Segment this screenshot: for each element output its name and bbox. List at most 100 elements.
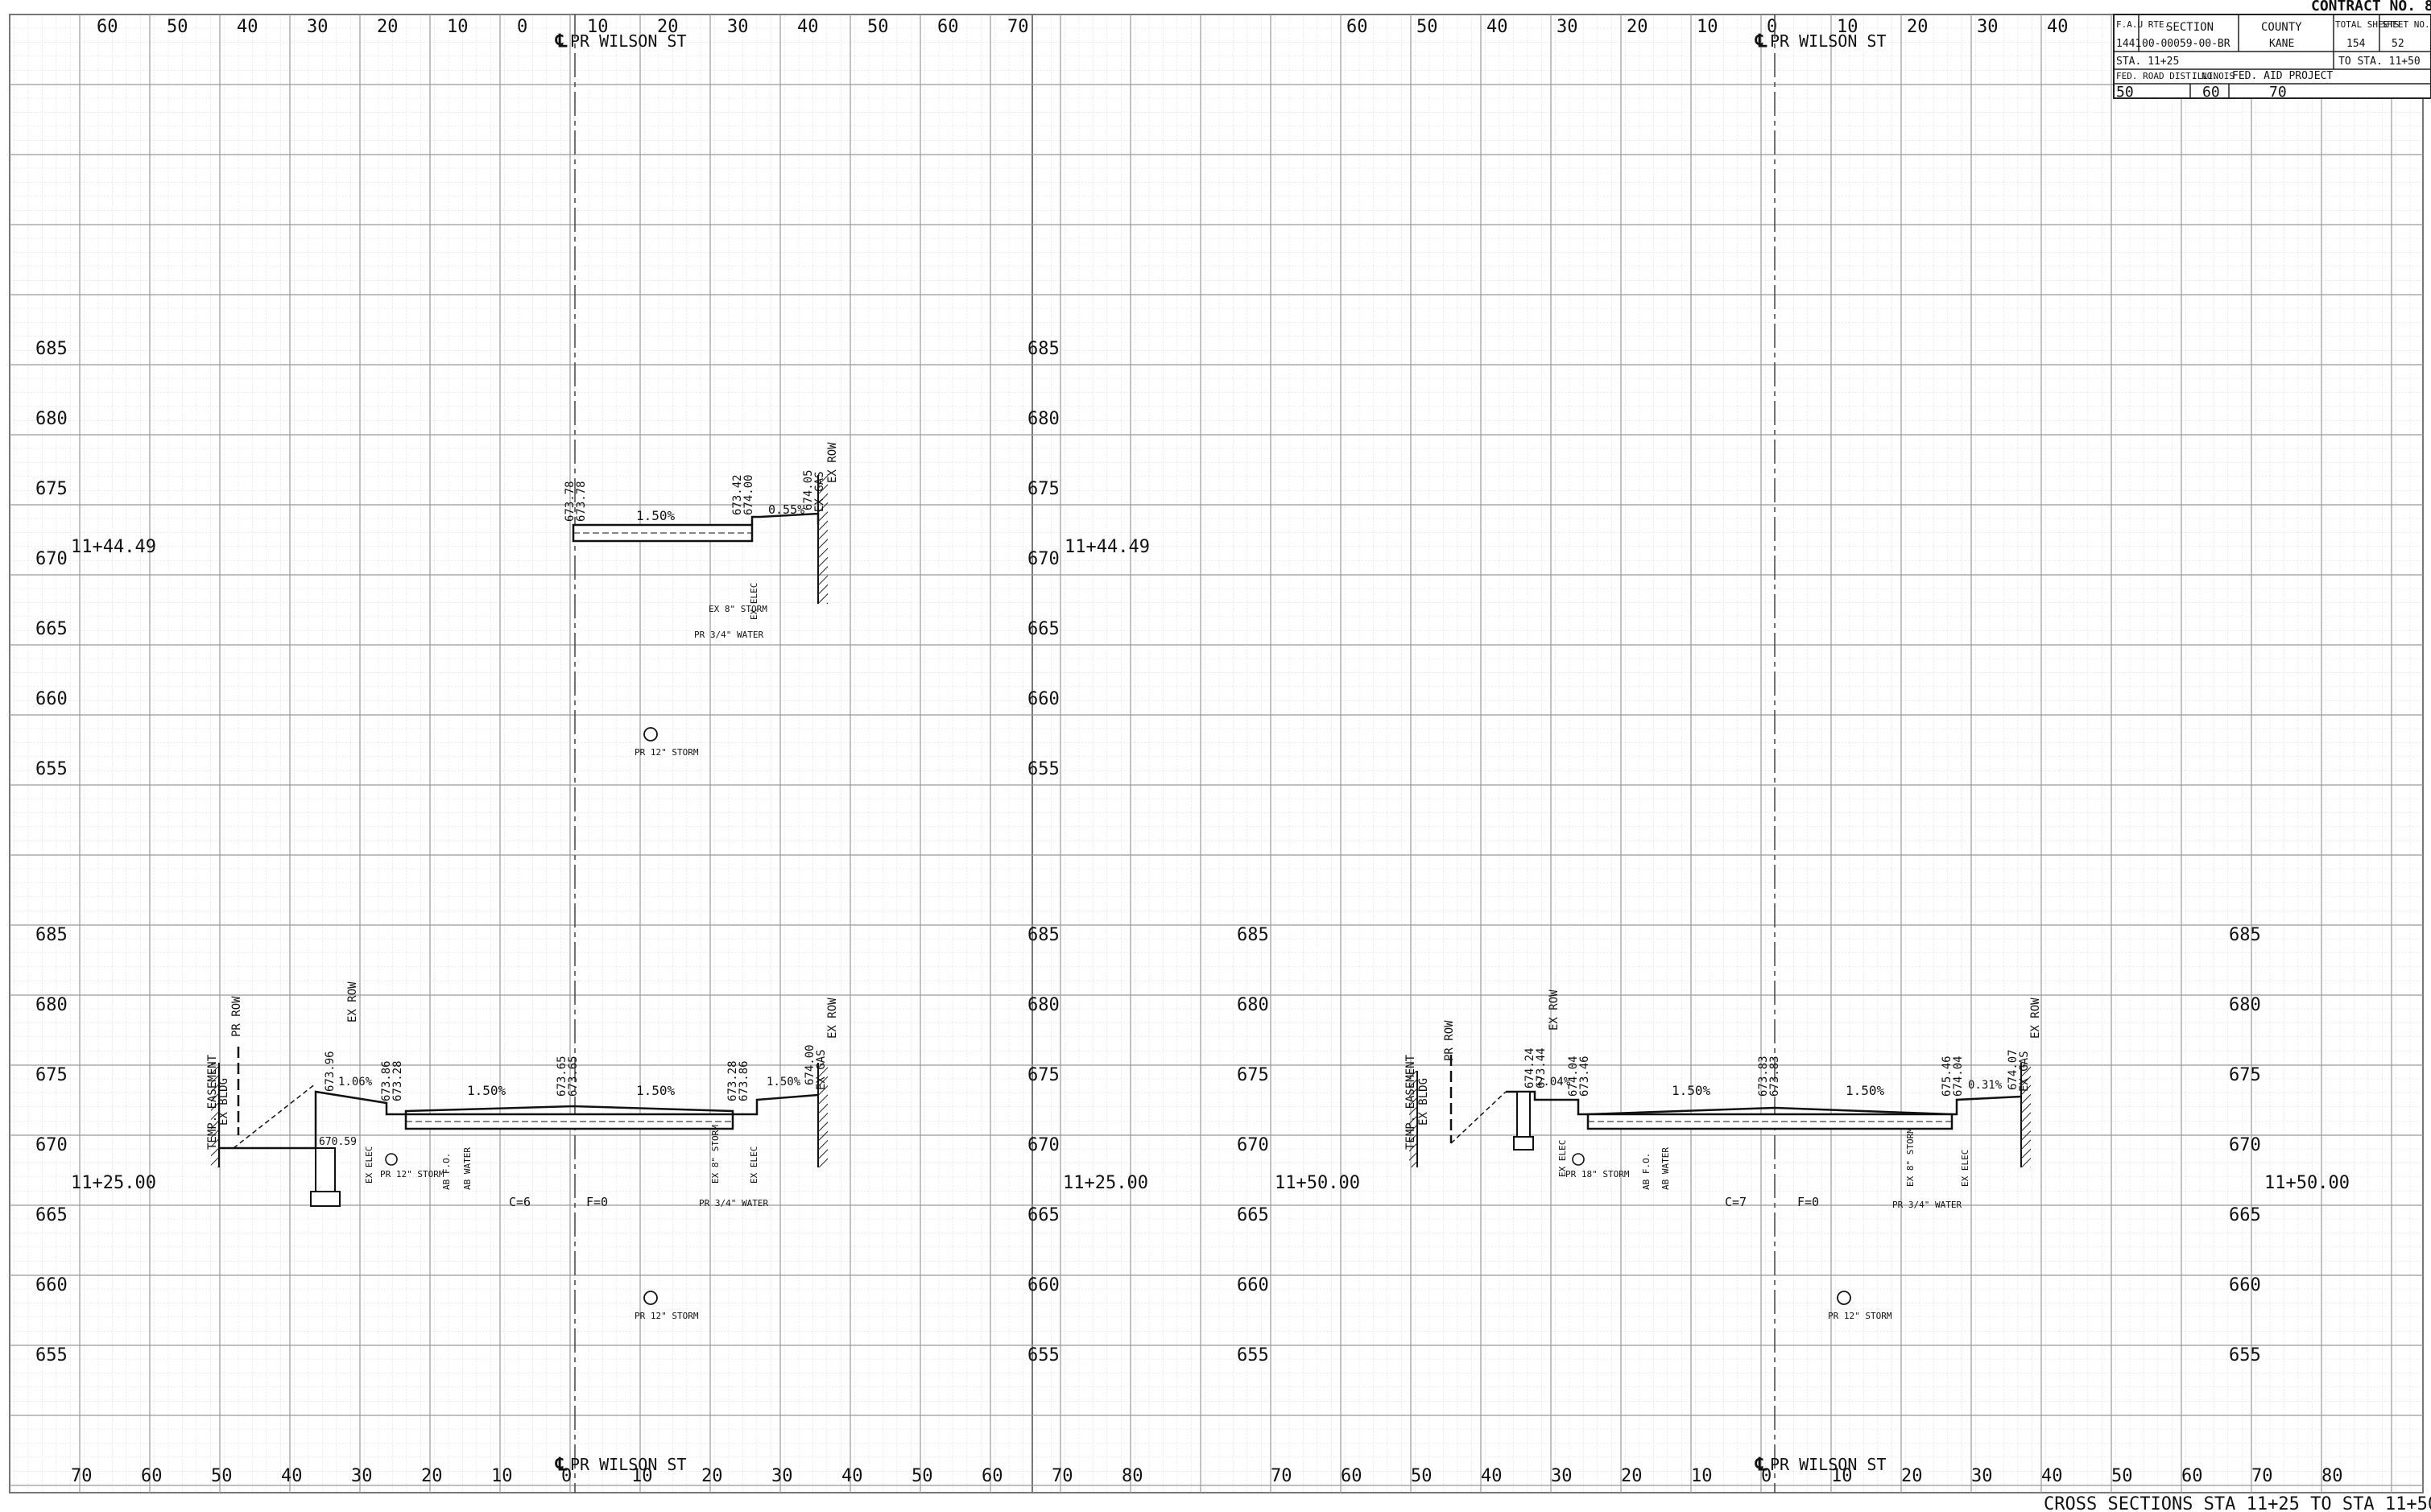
- bottom-scale-label: 60: [982, 1466, 1003, 1486]
- s3-cut: C=7: [1725, 1195, 1747, 1209]
- s2-pr-row: PR ROW: [230, 996, 243, 1037]
- elevation-label: 675: [1027, 479, 1060, 499]
- top-scale-label: 70: [1007, 17, 1029, 37]
- s3-ab-fo: AB F.O.: [1641, 1153, 1652, 1190]
- elevation-label: 660: [1237, 1275, 1269, 1295]
- s1-pr-storm: PR 12" STORM: [635, 747, 699, 758]
- bottom-scale-label: 20: [1621, 1466, 1643, 1486]
- elevation-label: 660: [35, 689, 68, 709]
- grid-panel-right: [1032, 14, 2424, 1493]
- bottom-scale-label: 70: [2251, 1466, 2273, 1486]
- bottom-scale-label: 10: [1691, 1466, 1713, 1486]
- elevation-label: 665: [1027, 1205, 1060, 1225]
- bottom-scale-label: 80: [2321, 1466, 2343, 1486]
- bottom-scale-label: 30: [771, 1466, 793, 1486]
- bottom-scale-label: 40: [2041, 1466, 2063, 1486]
- elevation-label: 655: [1027, 759, 1060, 779]
- elevation-label: 655: [35, 1345, 68, 1365]
- bottom-scale-label: 30: [1551, 1466, 1573, 1486]
- s3-slope-main-r: 1.50%: [1846, 1083, 1885, 1098]
- s3-ex-elec: EX ELEC: [1557, 1140, 1568, 1177]
- elevation-label: 670: [1027, 1135, 1060, 1155]
- title-block: CONTRACT NO. 83869 F.A.U RTE. SECTION CO…: [2113, 0, 2431, 101]
- elevation-label: 675: [2229, 1065, 2261, 1085]
- s2-ex-bldg: EX BLDG: [217, 1078, 230, 1126]
- elevation-label: 685: [1027, 925, 1060, 945]
- top-scale-label: 20: [1907, 17, 1929, 37]
- s2-ex-elec: EX ELEC: [364, 1146, 374, 1184]
- tb-fau-rte: 1441: [2116, 38, 2141, 50]
- s3-elev-r2: 674.04: [1952, 1056, 1965, 1097]
- elevation-label: 685: [1027, 339, 1060, 359]
- s3-elev-c2: 673.83: [1768, 1056, 1781, 1097]
- tb-total-sheets-label: TOTAL SHEETS: [2335, 19, 2399, 30]
- elevation-label: 665: [2229, 1205, 2261, 1225]
- s3-elev-l1: 674.24: [1524, 1047, 1536, 1089]
- elevation-label: 680: [35, 409, 68, 429]
- s2-slope-main-l: 1.50%: [467, 1083, 506, 1098]
- bottom-scale-label: 60: [2181, 1466, 2203, 1486]
- station-label-s2-left: 11+25.00: [71, 1173, 156, 1193]
- s1-elev-left-2: 673.78: [575, 481, 588, 522]
- bottom-scale-label: 30: [1971, 1466, 1993, 1486]
- top-scale-label: 10: [1697, 17, 1718, 37]
- bottom-scale-label: 40: [281, 1466, 303, 1486]
- s1-pavement: [572, 475, 828, 604]
- s3-ex-elec-r: EX ELEC: [1960, 1150, 1970, 1187]
- svg-text:PR WILSON ST: PR WILSON ST: [570, 1455, 687, 1474]
- s2-ab-fo: AB F.O.: [441, 1153, 452, 1190]
- elevation-label: 680: [1027, 409, 1060, 429]
- s3-temp-easement: TEMP. EASEMENT: [1404, 1054, 1417, 1150]
- bottom-scale-label: 30: [351, 1466, 373, 1486]
- elevation-label: 670: [1027, 549, 1060, 569]
- cross-section-s2: TEMP. EASEMENT EX BLDG PR ROW 670.59 673…: [206, 981, 839, 1321]
- s2-elev-r3: 674.00: [804, 1044, 817, 1085]
- station-label-s3-right: 11+50.00: [2264, 1173, 2350, 1193]
- s2-pr-water: PR 3/4" WATER: [699, 1198, 768, 1208]
- station-label-s2-right: 11+25.00: [1063, 1173, 1148, 1193]
- bottom-scale-label: 50: [2111, 1466, 2133, 1486]
- cross-section-s3: TEMP. EASEMENT EX BLDG PR ROW 674.24 2.0…: [1404, 989, 2042, 1321]
- s1-slope-right: 0.55%: [768, 502, 804, 517]
- s3-ex-bldg: EX BLDG: [1417, 1078, 1430, 1126]
- tb-section: 00-00059-00-BR: [2142, 38, 2230, 50]
- bottom-scale-label: 40: [1481, 1466, 1503, 1486]
- elevation-label: 660: [35, 1275, 68, 1295]
- s1-ex-elec: EX ELEC: [749, 583, 759, 620]
- top-scale-label: 20: [377, 17, 399, 37]
- s3-slope-r: 0.31%: [1968, 1079, 2003, 1092]
- tb-state: ILLINOIS: [2192, 71, 2235, 81]
- s1-storm-pipe-icon: [643, 727, 658, 742]
- top-scale-label: 20: [657, 17, 679, 37]
- s1-ex-row: EX ROW: [826, 442, 839, 483]
- s3-storm-pipe-left-icon: [1572, 1153, 1585, 1166]
- s2-elev-l2: 673.96: [324, 1051, 337, 1092]
- bottom-scale-label: 80: [1122, 1466, 1143, 1486]
- tb-fed-road-dist: FED. ROAD DIST. NO.: [2116, 71, 2218, 81]
- bottom-scale-label: 60: [1341, 1466, 1362, 1486]
- elevation-label: 660: [2229, 1275, 2261, 1295]
- tb-total-sheets: 154: [2346, 38, 2366, 50]
- s3-pr-storm: PR 12" STORM: [1828, 1311, 1892, 1321]
- cross-section-s1: 673.78 673.78 1.50% 673.42 674.00 0.55% …: [564, 442, 839, 758]
- tb-sheet-no: 52: [2392, 38, 2404, 50]
- bottom-scale-label: 0: [561, 1466, 572, 1486]
- s3-pr-water: PR 3/4" WATER: [1892, 1200, 1962, 1210]
- bottom-scale-label: 20: [701, 1466, 723, 1486]
- tb-scale-60: 60: [2202, 84, 2220, 101]
- s2-pavement: [211, 1047, 828, 1207]
- s2-elev-c2: 673.65: [567, 1056, 580, 1097]
- s3-ex-row-left: EX ROW: [1548, 989, 1561, 1031]
- top-scale-label: 40: [797, 17, 819, 37]
- s3-elev-l2: 673.44: [1535, 1047, 1548, 1089]
- s3-pr-row: PR ROW: [1443, 1020, 1456, 1061]
- grid-panel-left: [9, 14, 1033, 1493]
- elevation-label: 665: [1237, 1205, 1269, 1225]
- top-scale-label: 30: [1557, 17, 1578, 37]
- top-scale-label: 50: [867, 17, 889, 37]
- bottom-scale-label: 70: [1271, 1466, 1292, 1486]
- s3-elev-r1: 675.46: [1941, 1056, 1953, 1097]
- bottom-scale-label: 0: [1761, 1466, 1772, 1486]
- s2-fill: F=0: [586, 1195, 608, 1209]
- elevation-label: 670: [2229, 1135, 2261, 1155]
